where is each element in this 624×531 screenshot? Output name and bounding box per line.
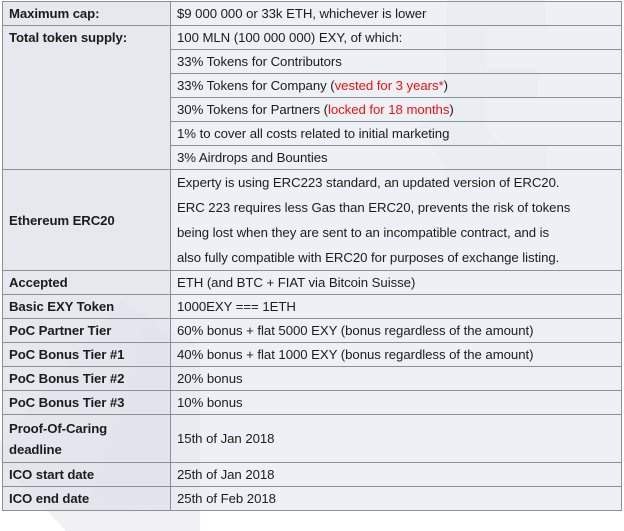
token-specification-table: Maximum cap: $9 000 000 or 33k ETH, whic… xyxy=(2,1,622,511)
table-row-ico-end-date: ICO end date 25th of Feb 2018 xyxy=(2,486,622,511)
row-label-ethereum-erc20: Ethereum ERC20 xyxy=(2,169,171,271)
row-value-maximum-cap: $9 000 000 or 33k ETH, whichever is lowe… xyxy=(170,1,622,26)
table-row-ico-start-date: ICO start date 25th of Jan 2018 xyxy=(2,462,622,487)
row-label-poc-bonus-tier-2: PoC Bonus Tier #2 xyxy=(2,366,171,391)
row-label-poc-bonus-tier-3: PoC Bonus Tier #3 xyxy=(2,390,171,415)
row-value-accepted: ETH (and BTC + FIAT via Bitcoin Suisse) xyxy=(170,270,622,295)
row-label-proof-of-caring-deadline: Proof-Of-Caring deadline xyxy=(2,414,171,463)
table-row-poc-partner-tier: PoC Partner Tier 60% bonus + flat 5000 E… xyxy=(2,318,622,343)
erc20-desc-line-4: also fully compatible with ERC20 for pur… xyxy=(177,250,560,265)
row-label-maximum-cap: Maximum cap: xyxy=(2,1,171,26)
table-row-poc-bonus-tier-1: PoC Bonus Tier #1 40% bonus + flat 1000 … xyxy=(2,342,622,367)
row-value-ico-end-date: 25th of Feb 2018 xyxy=(170,486,622,511)
row-value-tokens-contributors: 33% Tokens for Contributors xyxy=(170,49,622,74)
row-label-ico-start-date: ICO start date xyxy=(2,462,171,487)
table-row-proof-of-caring-deadline: Proof-Of-Caring deadline 15th of Jan 201… xyxy=(2,414,622,463)
row-value-marketing-costs: 1% to cover all costs related to initial… xyxy=(170,121,622,146)
row-value-poc-bonus-tier-2: 20% bonus xyxy=(170,366,622,391)
row-label-basic-exy-token: Basic EXY Token xyxy=(2,294,171,319)
tokens-partners-prefix: 30% Tokens for Partners ( xyxy=(177,102,328,117)
row-value-tokens-partners: 30% Tokens for Partners (locked for 18 m… xyxy=(170,97,622,122)
row-value-proof-of-caring-deadline: 15th of Jan 2018 xyxy=(170,414,622,463)
row-value-poc-bonus-tier-1: 40% bonus + flat 1000 EXY (bonus regardl… xyxy=(170,342,622,367)
table-row-maximum-cap: Maximum cap: $9 000 000 or 33k ETH, whic… xyxy=(2,1,622,26)
table-row-accepted: Accepted ETH (and BTC + FIAT via Bitcoin… xyxy=(2,270,622,295)
row-value-poc-partner-tier: 60% bonus + flat 5000 EXY (bonus regardl… xyxy=(170,318,622,343)
table-row-poc-bonus-tier-3: PoC Bonus Tier #3 10% bonus xyxy=(2,390,622,415)
row-value-tokens-company: 33% Tokens for Company (vested for 3 yea… xyxy=(170,73,622,98)
row-value-poc-bonus-tier-3: 10% bonus xyxy=(170,390,622,415)
table-row-ethereum-erc20: Ethereum ERC20 Experty is using ERC223 s… xyxy=(2,169,622,271)
row-label-poc-partner-tier: PoC Partner Tier xyxy=(2,318,171,343)
table-row-total-token-supply: Total token supply: 100 MLN (100 000 000… xyxy=(2,25,622,170)
tokens-company-suffix: ) xyxy=(443,78,448,93)
row-value-total-supply-headline: 100 MLN (100 000 000) EXY, of which: xyxy=(170,25,622,50)
poc-deadline-label-line-1: Proof-Of-Caring xyxy=(9,420,108,436)
tokens-partners-accent: locked for 18 months xyxy=(327,102,450,117)
tokens-company-accent: vested for 3 years* xyxy=(334,78,444,93)
row-value-ethereum-erc20: Experty is using ERC223 standard, an upd… xyxy=(170,169,622,271)
row-value-basic-exy-token: 1000EXY === 1ETH xyxy=(170,294,622,319)
row-value-airdrops-bounties: 3% Airdrops and Bounties xyxy=(170,145,622,170)
tokens-company-prefix: 33% Tokens for Company ( xyxy=(177,78,335,93)
row-label-poc-bonus-tier-1: PoC Bonus Tier #1 xyxy=(2,342,171,367)
row-label-ico-end-date: ICO end date xyxy=(2,486,171,511)
tokens-partners-suffix: ) xyxy=(449,102,454,117)
erc20-desc-line-1: Experty is using ERC223 standard, an upd… xyxy=(177,175,560,190)
erc20-desc-line-3: being lost when they are sent to an inco… xyxy=(177,225,550,240)
row-label-accepted: Accepted xyxy=(2,270,171,295)
erc20-desc-line-2: ERC 223 requires less Gas than ERC20, pr… xyxy=(177,200,571,215)
row-value-ico-start-date: 25th of Jan 2018 xyxy=(170,462,622,487)
row-label-total-token-supply: Total token supply: xyxy=(2,25,171,170)
poc-deadline-label-line-2: deadline xyxy=(9,441,62,457)
table-row-poc-bonus-tier-2: PoC Bonus Tier #2 20% bonus xyxy=(2,366,622,391)
table-row-basic-exy-token: Basic EXY Token 1000EXY === 1ETH xyxy=(2,294,622,319)
